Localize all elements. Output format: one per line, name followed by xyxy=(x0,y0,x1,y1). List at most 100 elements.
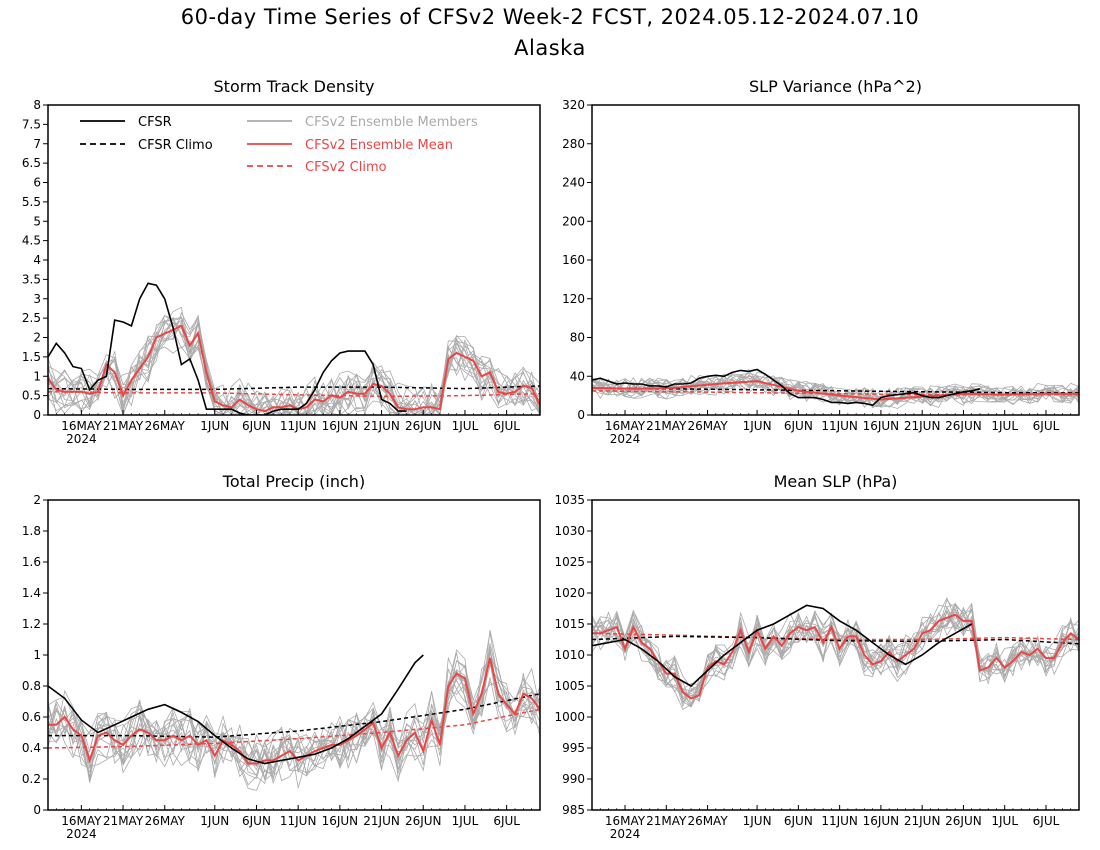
panel-3: Mean SLP (hPa) 985 990 995 1000 1005 1010 1015 1… xyxy=(554,472,1080,841)
plot-area xyxy=(48,282,540,415)
x-tick-label: 21JUN xyxy=(363,419,400,433)
ensemble-member-line xyxy=(48,679,540,786)
y-tick-label: 990 xyxy=(562,772,585,786)
ensemble-member-line xyxy=(48,316,540,415)
y-tick-label: 80 xyxy=(570,331,585,345)
x-tick-label: 6JUL xyxy=(493,814,520,828)
panel-frame xyxy=(591,104,1080,416)
legend-label: CFSR xyxy=(138,115,172,130)
cfsr-line xyxy=(592,368,981,407)
cfsr-climo-line xyxy=(48,385,540,391)
ensemble-member-line xyxy=(48,632,540,766)
y-tick-label: 0 xyxy=(33,803,41,817)
x-tick-label: 1JUL xyxy=(452,419,479,433)
panel-1: SLP Variance (hPa^2) 0 40 80 120 160 200 240 280… xyxy=(562,77,1080,446)
cfsr-line xyxy=(592,604,973,687)
x-tick-label: 1JUL xyxy=(991,419,1018,433)
y-tick-label: 985 xyxy=(562,803,585,817)
x-tick-label: 1JUN xyxy=(743,814,772,828)
ensemble-member-line xyxy=(592,606,1079,708)
x-tick-label: 26MAY xyxy=(687,814,728,828)
y-tick-label: 6.5 xyxy=(22,156,41,170)
cfsr-climo-line xyxy=(48,693,540,738)
x-tick-label: 6JUL xyxy=(493,419,520,433)
x-tick-label: 6JUN xyxy=(784,814,813,828)
y-tick-label: 0.4 xyxy=(22,741,41,755)
y-tick-label: 6 xyxy=(33,176,41,190)
y-tick-label: 1015 xyxy=(554,617,585,631)
ensemble-mean-line xyxy=(48,657,540,765)
cfsr-line xyxy=(48,654,424,765)
figure-region: Alaska xyxy=(514,36,586,60)
panel-title: Storm Track Density xyxy=(214,77,375,96)
x-tick-label: 21JUN xyxy=(363,814,400,828)
y-tick-label: 1.2 xyxy=(22,617,41,631)
ensemble-member-line xyxy=(48,315,540,415)
x-tick-label: 1JUL xyxy=(991,814,1018,828)
legend-label: CFSv2 Ensemble Members xyxy=(305,115,478,130)
x-tick-label: 11JUN xyxy=(280,814,317,828)
x-tick-label: 11JUN xyxy=(821,814,858,828)
x-tick-label: 21MAY xyxy=(103,419,144,433)
y-tick-label: 120 xyxy=(562,292,585,306)
x-tick-year: 2024 xyxy=(610,827,641,841)
x-tick-label: 26JUN xyxy=(405,419,442,433)
y-tick-label: 5 xyxy=(33,214,41,228)
panel-title: Mean SLP (hPa) xyxy=(774,472,898,491)
ensemble-member-line xyxy=(592,378,1079,408)
panel-title: Total Precip (inch) xyxy=(222,472,365,491)
y-tick-label: 160 xyxy=(562,253,585,267)
x-tick-label: 6JUN xyxy=(242,814,271,828)
x-tick-label: 11JUN xyxy=(821,419,858,433)
legend: CFSR CFSR Climo CFSv2 Ensemble Members CFSv… xyxy=(80,115,478,175)
plot-area xyxy=(592,368,1079,409)
y-tick-label: 280 xyxy=(562,137,585,151)
plot-area xyxy=(48,629,540,791)
y-tick-label: 2 xyxy=(33,331,41,345)
panel-2: Total Precip (inch) 0 0.2 0.4 0.6 0.8 1 1.2 1.4 1… xyxy=(22,472,541,841)
y-tick-label: 320 xyxy=(562,98,585,112)
ensemble-mean-line xyxy=(592,613,1079,700)
x-tick-label: 1JUN xyxy=(200,419,229,433)
y-tick-label: 1.4 xyxy=(22,586,41,600)
y-tick-label: 1 xyxy=(33,369,41,383)
panel-frame xyxy=(591,499,1080,811)
y-tick-label: 0.6 xyxy=(22,710,41,724)
x-tick-label: 26MAY xyxy=(687,419,728,433)
y-tick-label: 1000 xyxy=(554,710,585,724)
y-tick-label: 200 xyxy=(562,214,585,228)
x-tick-label: 21MAY xyxy=(103,814,144,828)
panel-frame xyxy=(47,499,541,811)
x-tick-label: 21MAY xyxy=(646,814,687,828)
ensemble-member-line xyxy=(48,664,540,785)
y-tick-label: 2 xyxy=(33,493,41,507)
x-tick-label: 26MAY xyxy=(145,419,186,433)
x-tick-label: 1JUN xyxy=(200,814,229,828)
cfsr-line xyxy=(48,282,407,415)
x-tick-label: 1JUL xyxy=(452,814,479,828)
y-tick-label: 8 xyxy=(33,98,41,112)
y-tick-label: 3 xyxy=(33,292,41,306)
y-tick-label: 1005 xyxy=(554,679,585,693)
y-tick-label: 4.5 xyxy=(22,234,41,248)
x-tick-label: 16JUN xyxy=(322,814,359,828)
y-tick-label: 7.5 xyxy=(22,117,41,131)
ensemble-member-line xyxy=(592,373,1079,404)
x-tick-label: 16JUN xyxy=(322,419,359,433)
y-tick-label: 1030 xyxy=(554,524,585,538)
y-tick-label: 1.6 xyxy=(22,555,41,569)
y-tick-label: 1 xyxy=(33,648,41,662)
x-tick-label: 6JUN xyxy=(242,419,271,433)
x-tick-label: 16MAY xyxy=(61,419,102,433)
x-tick-label: 6JUN xyxy=(784,419,813,433)
ensemble-member-line xyxy=(592,609,1079,698)
panel-title: SLP Variance (hPa^2) xyxy=(749,77,922,96)
x-tick-label: 11JUN xyxy=(280,419,317,433)
y-tick-label: 3.5 xyxy=(22,272,41,286)
y-tick-label: 0.2 xyxy=(22,772,41,786)
y-tick-label: 5.5 xyxy=(22,195,41,209)
y-tick-label: 1020 xyxy=(554,586,585,600)
x-tick-label: 26JUN xyxy=(945,419,982,433)
